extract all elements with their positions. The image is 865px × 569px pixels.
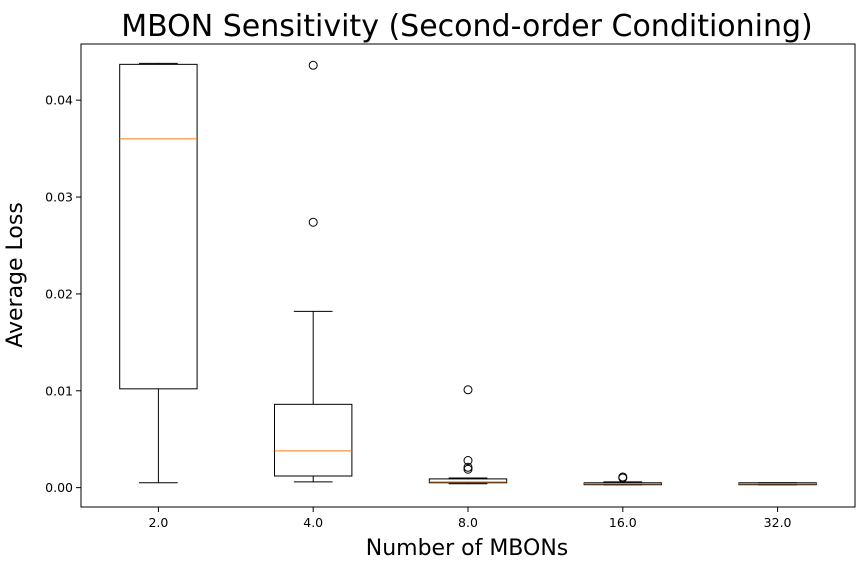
outlier-point bbox=[308, 217, 318, 227]
x-axis-label: Number of MBONs bbox=[366, 536, 569, 561]
plot-area: 0.00 0.01 0.02 0.03 0.04 2.0 4.0 8.0 16.0 32.0 bbox=[45, 43, 856, 530]
box-group-4-0 bbox=[274, 60, 353, 483]
box-group-16-0 bbox=[583, 472, 662, 486]
box-group-32-0 bbox=[738, 482, 817, 486]
x-tick-label: 32.0 bbox=[764, 515, 792, 530]
y-axis-label: Average Loss bbox=[3, 202, 28, 348]
box-group-2-0 bbox=[119, 62, 198, 484]
box-iqr bbox=[119, 63, 198, 390]
outlier-point bbox=[618, 473, 628, 483]
x-tick-label: 4.0 bbox=[303, 515, 323, 530]
box-iqr bbox=[428, 478, 508, 484]
y-tick-label: 0.04 bbox=[45, 93, 73, 108]
outlier-point bbox=[463, 456, 473, 466]
outlier-point bbox=[463, 464, 473, 474]
y-tick-label: 0.03 bbox=[45, 190, 73, 205]
outlier-point bbox=[463, 385, 473, 395]
y-tick-label: 0.02 bbox=[45, 286, 73, 301]
y-tick-label: 0.01 bbox=[45, 383, 73, 398]
box-iqr bbox=[274, 403, 353, 477]
box-group-8-0 bbox=[428, 385, 508, 485]
x-tick-label: 16.0 bbox=[609, 515, 637, 530]
x-tick-label: 8.0 bbox=[458, 515, 478, 530]
outlier-point bbox=[308, 60, 318, 70]
chart-title: MBON Sensitivity (Second-order Condition… bbox=[121, 9, 813, 44]
x-tick-label: 2.0 bbox=[148, 515, 168, 530]
y-tick-label: 0.00 bbox=[45, 480, 73, 495]
